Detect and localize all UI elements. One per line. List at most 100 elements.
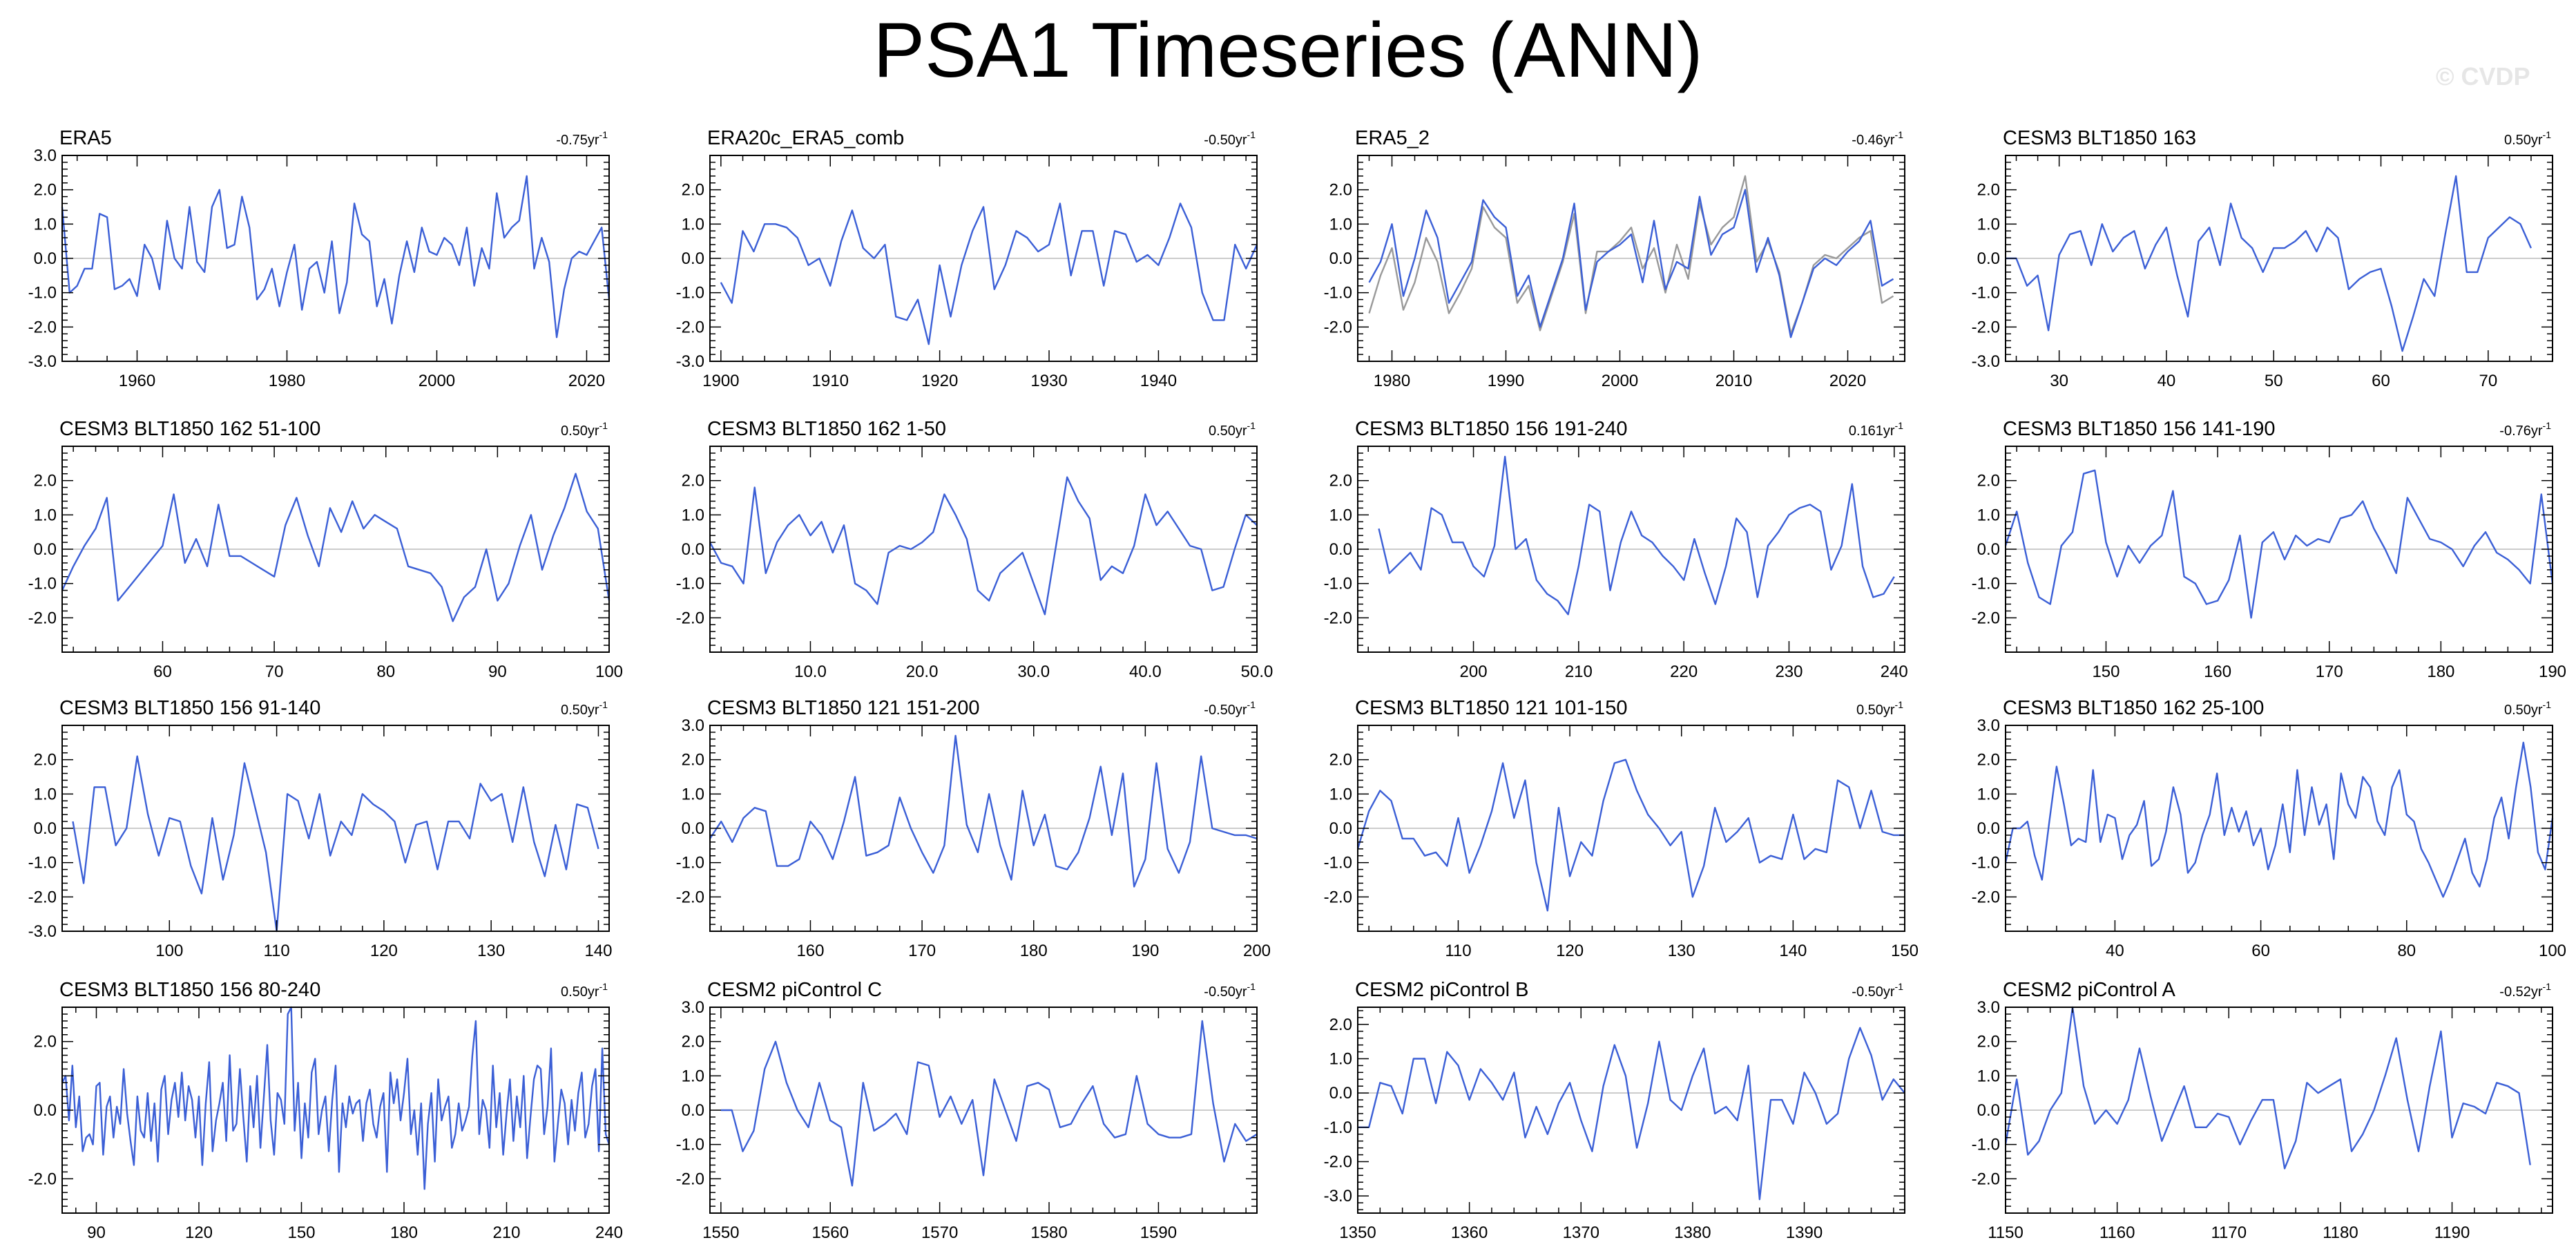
chart-panel-10: 160 170 180 190 200 -2.0 -1.0 0.0 1.0 2.0 3.0CESM3… — [676, 697, 1271, 960]
y-tick-label: 3.0 — [1977, 716, 2000, 735]
x-tick-label: 100 — [595, 663, 623, 681]
y-tick-label: 1.0 — [34, 215, 57, 234]
y-tick-label: 1.0 — [1329, 785, 1352, 803]
y-tick-label: 3.0 — [34, 146, 57, 165]
chart-title: ERA5_2 — [1355, 127, 1430, 149]
y-tick-label: 2.0 — [34, 472, 57, 490]
x-tick-label: 160 — [796, 942, 824, 960]
y-tick-label: -2.0 — [676, 318, 704, 336]
y-tick-label: -2.0 — [1972, 1170, 2000, 1188]
x-tick-label: 190 — [1131, 942, 1159, 960]
x-tick-label: 1390 — [1786, 1223, 1823, 1242]
chart-panel-8: 150 160 170 180 190 -2.0 -1.0 0.0 1.0 2.0 CESM3 BL… — [1972, 418, 2566, 681]
x-tick-label: 1920 — [921, 372, 958, 390]
trend-label: -0.50yr-1 — [1204, 699, 1256, 718]
chart-panel-16: 1150 1160 1170 1180 1190 -2.0 -1.0 0.0 1.0 2.0 3.0… — [1972, 979, 2553, 1242]
chart-title: CESM2 piControl B — [1355, 979, 1528, 1001]
y-tick-label: 3.0 — [682, 716, 704, 735]
y-tick-label: -2.0 — [28, 888, 57, 906]
y-tick-label: 0.0 — [34, 540, 57, 559]
y-tick-label: 0.0 — [1977, 540, 2000, 559]
x-tick-label: 1380 — [1674, 1223, 1711, 1242]
y-tick-label: -1.0 — [1972, 854, 2000, 873]
x-tick-label: 1910 — [812, 372, 849, 390]
series-line — [2004, 1006, 2531, 1170]
x-tick-label: 1170 — [2211, 1223, 2247, 1242]
chart-title: CESM3 BLT1850 162 51-100 — [59, 418, 320, 440]
y-tick-label: 1.0 — [1329, 215, 1352, 234]
x-tick-label: 120 — [370, 942, 398, 960]
y-tick-label: 2.0 — [1329, 181, 1352, 200]
chart-panel-7: 200 210 220 230 240 -2.0 -1.0 0.0 1.0 2.0 CESM3 BL… — [1324, 418, 1908, 681]
series-line — [2004, 741, 2554, 898]
x-tick-label: 90 — [488, 663, 507, 681]
y-tick-label: -3.0 — [28, 352, 57, 371]
y-tick-label: 2.0 — [1329, 1016, 1352, 1034]
chart-title: CESM3 BLT1850 121 101-150 — [1355, 697, 1627, 719]
series-line — [709, 734, 1258, 888]
y-tick-label: -2.0 — [676, 1170, 704, 1188]
y-tick-label: -1.0 — [676, 575, 704, 593]
series-line — [2004, 469, 2554, 619]
x-tick-label: 1150 — [1988, 1223, 2024, 1242]
y-tick-label: -2.0 — [1972, 318, 2000, 336]
y-tick-label: -1.0 — [1324, 1118, 1352, 1137]
series-line — [2006, 175, 2532, 352]
x-tick-label: 1590 — [1140, 1223, 1177, 1242]
y-tick-label: 0.0 — [1977, 249, 2000, 268]
x-tick-label: 1960 — [119, 372, 155, 390]
chart-panel-3: 1980 1990 2000 2010 2020 -2.0 -1.0 0.0 1.0 2.0 ERA… — [1324, 127, 1905, 390]
x-tick-label: 80 — [376, 663, 395, 681]
chart-panel-1: 1960 1980 2000 2020 -3.0 -2.0 -1.0 0.0 1.0 2.0 3.0… — [28, 127, 611, 390]
x-tick-label: 60 — [153, 663, 172, 681]
y-tick-label: 1.0 — [682, 1067, 704, 1085]
x-tick-label: 210 — [492, 1223, 520, 1242]
y-tick-label: 1.0 — [1329, 1050, 1352, 1069]
series-line — [1356, 759, 1905, 912]
x-tick-label: 40 — [2157, 372, 2176, 390]
x-tick-label: 200 — [1460, 663, 1488, 681]
y-tick-label: -1.0 — [1324, 284, 1352, 303]
x-tick-label: 100 — [2539, 942, 2566, 960]
y-tick-label: -1.0 — [1972, 1136, 2000, 1154]
y-tick-label: -1.0 — [676, 1136, 704, 1154]
y-tick-label: -2.0 — [676, 609, 704, 627]
x-tick-label: 30.0 — [1017, 663, 1050, 681]
series-line — [720, 1020, 1258, 1187]
y-tick-label: 0.0 — [1329, 819, 1352, 838]
x-tick-label: 1940 — [1140, 372, 1177, 390]
x-tick-label: 10.0 — [794, 663, 827, 681]
x-tick-label: 2000 — [419, 372, 455, 390]
x-tick-label: 240 — [595, 1223, 623, 1242]
x-tick-label: 230 — [1775, 663, 1803, 681]
y-tick-label: -3.0 — [28, 922, 57, 941]
series-line — [61, 473, 611, 622]
chart-title: ERA20c_ERA5_comb — [707, 127, 904, 149]
trend-label: -0.46yr-1 — [1852, 129, 1903, 148]
x-tick-label: 150 — [287, 1223, 315, 1242]
x-tick-label: 1580 — [1030, 1223, 1067, 1242]
x-tick-label: 1990 — [1488, 372, 1524, 390]
series-line — [709, 476, 1258, 616]
chart-title: ERA5 — [59, 127, 112, 149]
chart-panel-15: 1350 1360 1370 1380 1390 -3.0 -2.0 -1.0 0.0 1.0 2.… — [1324, 979, 1905, 1242]
y-tick-label: 1.0 — [1977, 215, 2000, 234]
y-tick-label: 2.0 — [34, 1033, 57, 1051]
y-tick-label: 2.0 — [34, 751, 57, 770]
x-tick-label: 170 — [2316, 663, 2343, 681]
x-tick-label: 160 — [2204, 663, 2231, 681]
x-tick-label: 1570 — [921, 1223, 958, 1242]
y-tick-label: 0.0 — [34, 249, 57, 268]
x-tick-label: 40 — [2106, 942, 2124, 960]
x-tick-label: 1980 — [269, 372, 305, 390]
trend-label: 0.50yr-1 — [2504, 129, 2551, 148]
chart-panel-6: 10.0 20.0 30.0 40.0 50.0 -2.0 -1.0 0.0 1.0 2.0 CES… — [676, 418, 1273, 681]
y-tick-label: -2.0 — [28, 318, 57, 336]
y-tick-label: 0.0 — [1329, 249, 1352, 268]
x-tick-label: 140 — [1779, 942, 1807, 960]
x-tick-label: 120 — [1556, 942, 1584, 960]
y-tick-label: -1.0 — [1324, 854, 1352, 873]
x-tick-label: 120 — [185, 1223, 213, 1242]
